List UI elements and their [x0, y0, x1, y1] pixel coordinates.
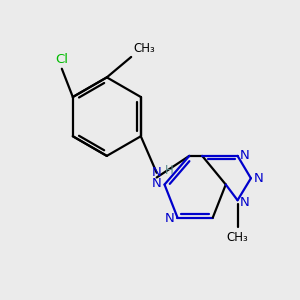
- Text: N: N: [240, 148, 250, 162]
- Text: H: H: [165, 164, 174, 177]
- Text: CH₃: CH₃: [133, 42, 155, 56]
- Text: CH₃: CH₃: [227, 231, 248, 244]
- Text: N: N: [165, 212, 174, 225]
- Text: N: N: [152, 166, 161, 179]
- Text: Cl: Cl: [55, 53, 68, 66]
- Text: N: N: [152, 177, 161, 190]
- Text: N: N: [240, 196, 250, 209]
- Text: N: N: [253, 172, 263, 185]
